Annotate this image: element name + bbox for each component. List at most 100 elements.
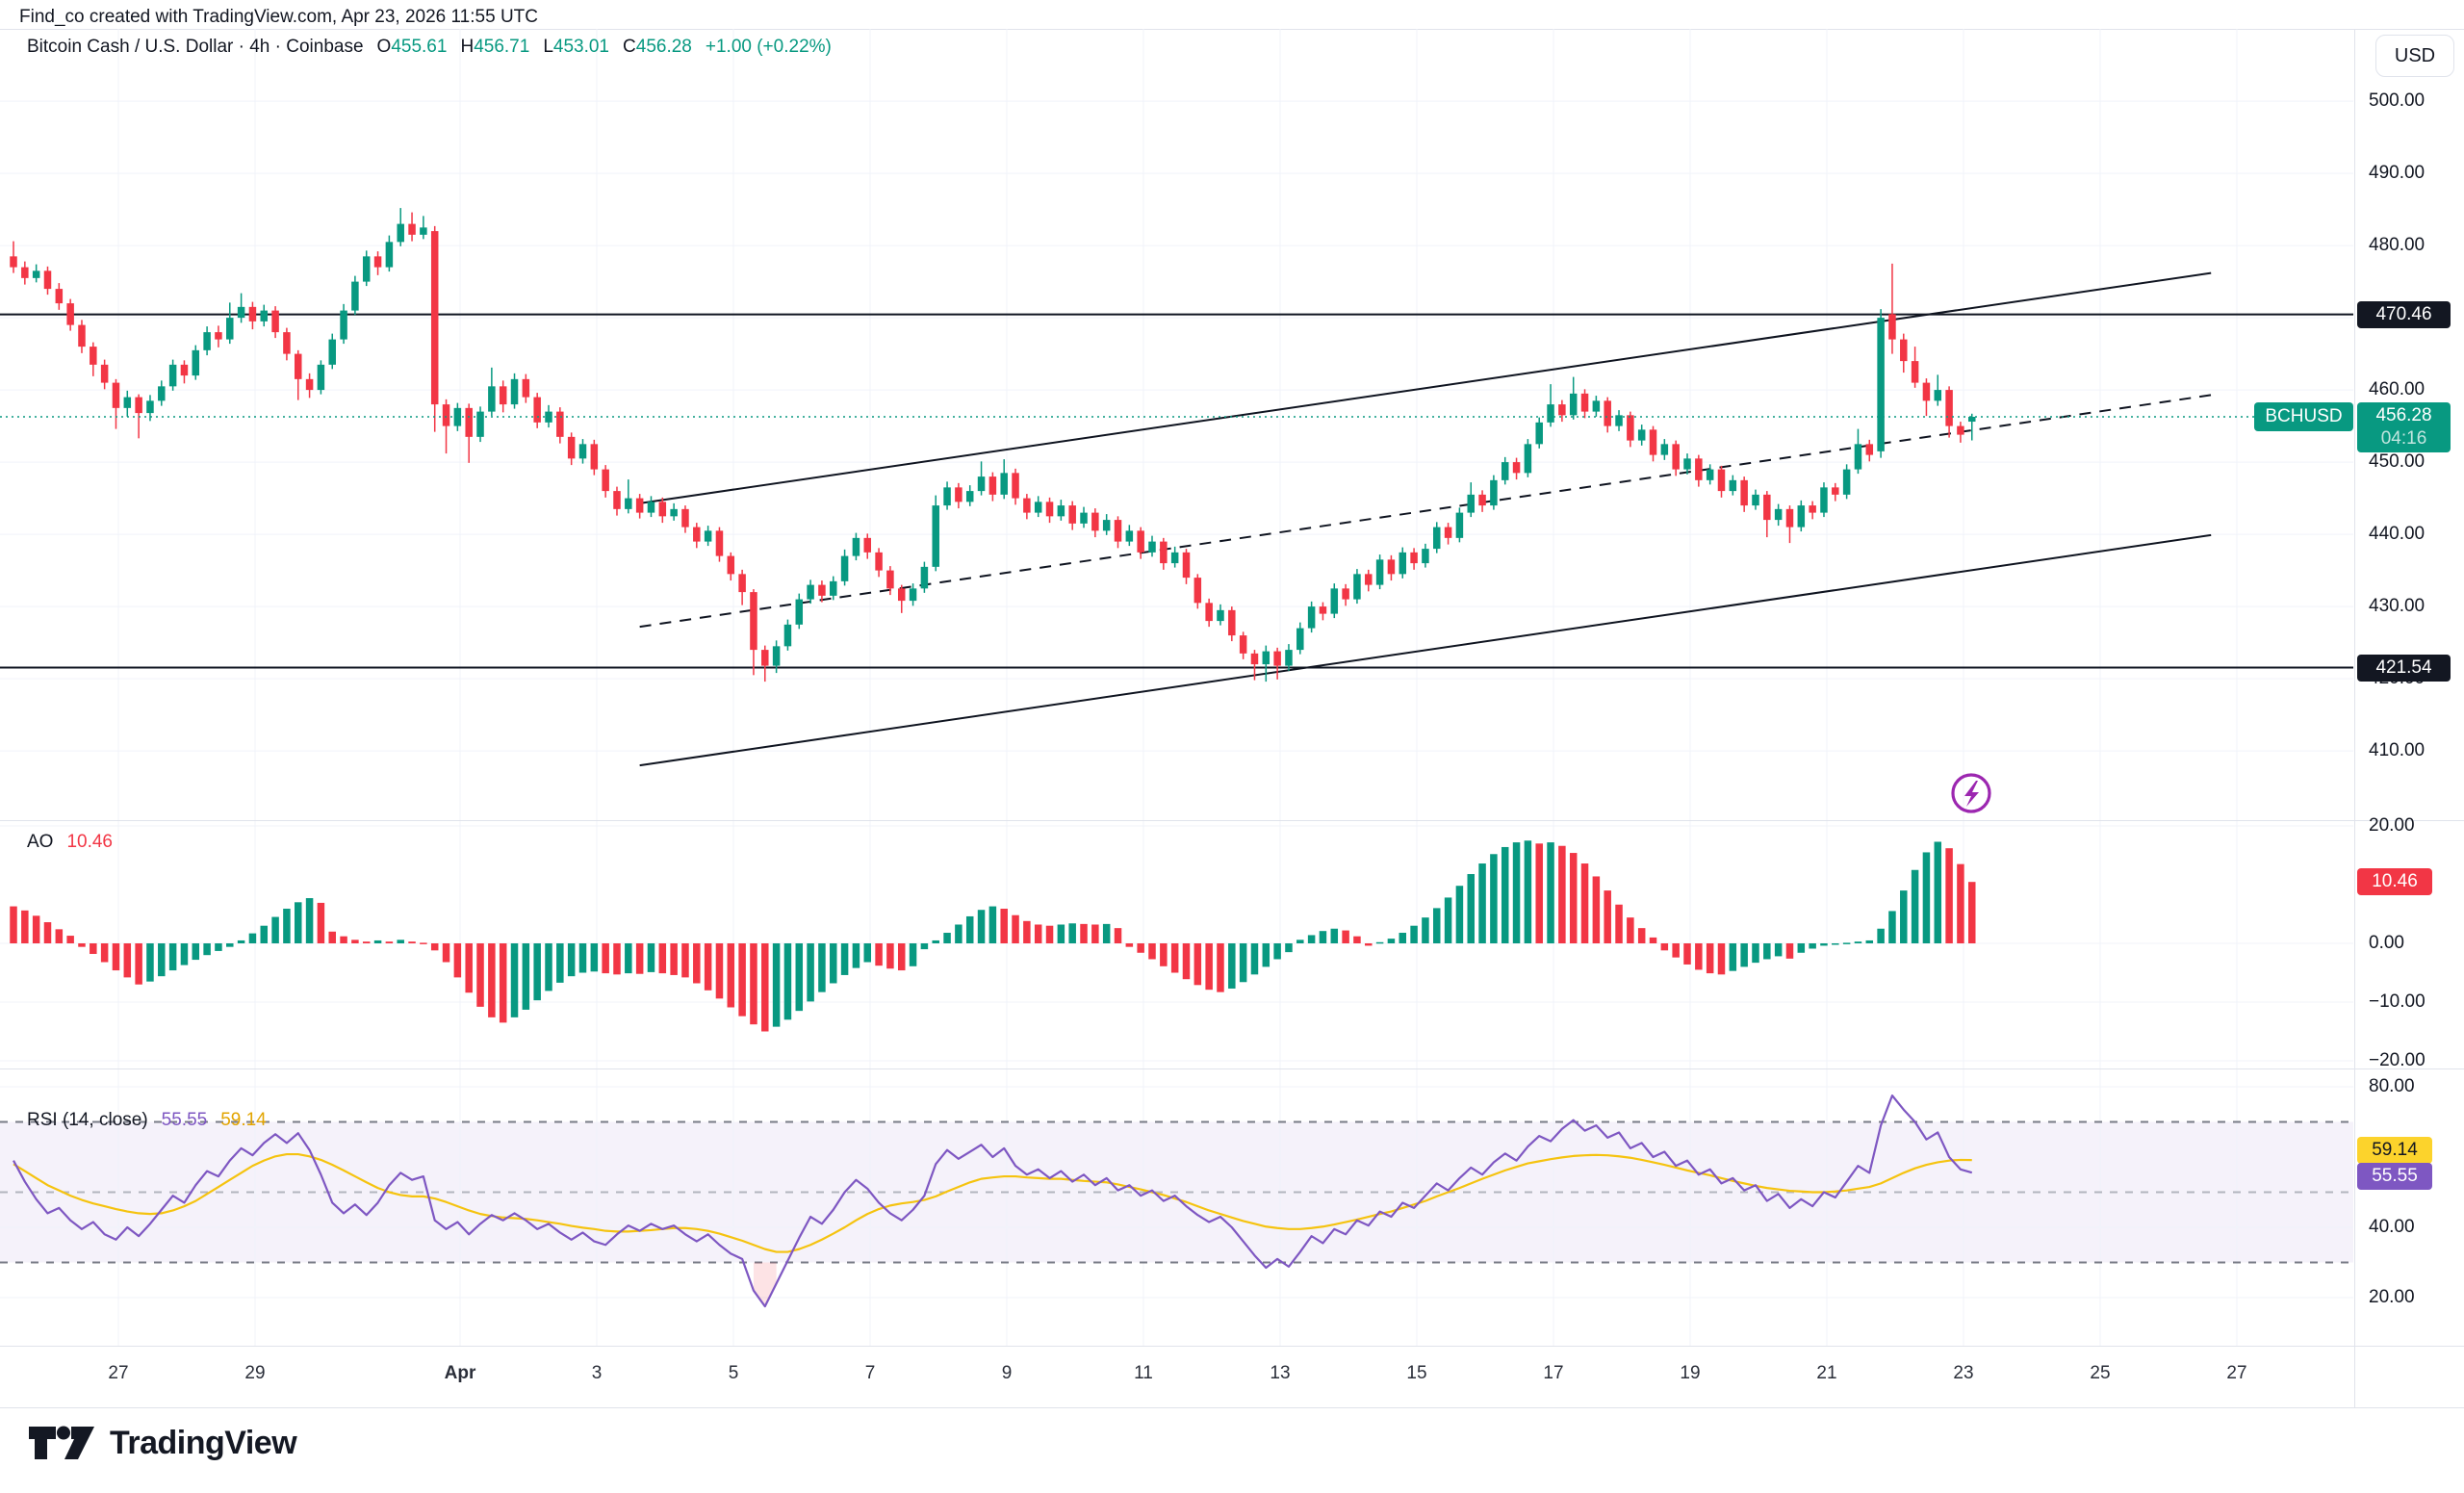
- candle: [613, 486, 621, 516]
- candle: [727, 552, 735, 581]
- candle: [1569, 376, 1578, 420]
- ao-tick-label: −10.00: [2369, 991, 2426, 1012]
- ao-bar: [66, 936, 74, 943]
- lightning-icon[interactable]: [1964, 781, 1979, 807]
- ao-bar: [1490, 854, 1498, 943]
- ao-bar: [1900, 890, 1908, 943]
- ao-bar: [168, 943, 177, 971]
- candle: [590, 439, 599, 476]
- candle: [886, 566, 894, 596]
- candle: [1342, 583, 1349, 606]
- candle: [578, 439, 587, 464]
- ao-indicator-canvas[interactable]: [0, 820, 2353, 1068]
- candle: [465, 403, 473, 463]
- pane-separator-main-ao[interactable]: [0, 820, 2464, 821]
- candle: [1695, 454, 1703, 487]
- candle: [1854, 428, 1862, 475]
- ao-bar: [1832, 943, 1839, 945]
- ao-bar: [1182, 943, 1191, 980]
- ao-bar: [727, 943, 735, 1008]
- candle: [1296, 622, 1304, 655]
- ao-bar: [1627, 917, 1634, 943]
- ao-bar: [1342, 930, 1349, 943]
- ao-bar: [1319, 931, 1327, 943]
- symbol-legend[interactable]: Bitcoin Cash / U.S. Dollar · 4h · Coinba…: [27, 37, 832, 58]
- candle: [1410, 548, 1418, 570]
- ao-bar: [1854, 941, 1862, 943]
- currency-toggle-button[interactable]: USD: [2375, 35, 2454, 77]
- rsi-tick-label: 20.00: [2369, 1287, 2415, 1307]
- time-tick-label: Apr: [444, 1363, 476, 1383]
- ao-bar: [1091, 924, 1099, 943]
- ao-bar: [1422, 917, 1429, 943]
- candle: [1774, 503, 1783, 527]
- candle: [1785, 505, 1794, 544]
- ao-bar: [1558, 845, 1566, 943]
- ao-bar: [271, 916, 279, 943]
- ao-bar: [1785, 943, 1794, 959]
- candle: [1285, 644, 1293, 671]
- ao-bar: [295, 902, 302, 943]
- ao-bar: [1034, 924, 1042, 943]
- ao-bar: [1877, 928, 1885, 943]
- rsi-legend[interactable]: RSI (14, close) 55.55 59.14: [27, 1110, 267, 1131]
- ao-bar: [965, 915, 974, 943]
- ao-bar: [1273, 943, 1281, 960]
- ao-bar: [180, 943, 189, 965]
- channel-trendline[interactable]: [639, 533, 2212, 767]
- ao-bar: [658, 943, 667, 974]
- ao-bar: [1365, 943, 1373, 946]
- pane-separator-ao-rsi[interactable]: [0, 1068, 2464, 1069]
- candle: [226, 302, 234, 345]
- candle: [32, 264, 40, 283]
- ao-bar: [920, 943, 929, 950]
- candle: [738, 569, 746, 605]
- ao-bar: [1512, 842, 1521, 943]
- rsi-badge: 55.55: [2357, 1163, 2432, 1190]
- candle: [522, 373, 530, 403]
- candle: [1524, 439, 1532, 477]
- ao-bar: [1387, 939, 1396, 943]
- candle: [840, 549, 849, 586]
- candle: [1649, 425, 1657, 462]
- candle: [1387, 554, 1396, 581]
- candle: [830, 576, 837, 601]
- rsi-indicator-canvas[interactable]: [0, 1068, 2353, 1346]
- channel-trendline[interactable]: [639, 271, 2212, 504]
- candle: [658, 497, 667, 524]
- candle: [1615, 410, 1623, 431]
- price-tick-label: 450.00: [2369, 451, 2426, 473]
- ao-bar: [1660, 943, 1669, 951]
- ohlc-open: O455.61: [376, 37, 448, 57]
- channel-midline-dashed[interactable]: [639, 394, 2212, 629]
- candle: [1809, 501, 1816, 520]
- candle: [1490, 475, 1498, 510]
- candle: [1706, 464, 1714, 485]
- ao-bar: [135, 943, 142, 985]
- ao-bar: [1467, 874, 1475, 943]
- ao-bar: [1888, 911, 1896, 943]
- tradingview-logo-text: TradingView: [110, 1424, 297, 1461]
- ao-bar: [1569, 853, 1578, 943]
- candle: [1365, 569, 1373, 592]
- ao-bar: [55, 929, 64, 943]
- candle: [295, 349, 302, 400]
- main-chart-canvas[interactable]: [0, 29, 2353, 820]
- time-tick-label: 19: [1680, 1363, 1701, 1383]
- ao-bar: [192, 943, 200, 961]
- candle: [1148, 535, 1156, 557]
- ao-bar: [1353, 936, 1361, 943]
- candle: [373, 251, 382, 275]
- tradingview-footer[interactable]: TradingView: [27, 1421, 297, 1465]
- candle: [670, 502, 678, 521]
- ao-bar: [453, 943, 462, 978]
- time-tick-label: 27: [108, 1363, 129, 1383]
- ao-legend[interactable]: AO 10.46: [27, 832, 113, 853]
- candle: [955, 482, 962, 509]
- lightning-marker-circle[interactable]: [1951, 773, 1991, 813]
- symbol-title: Bitcoin Cash / U.S. Dollar · 4h · Coinba…: [27, 37, 364, 57]
- ao-bar: [158, 943, 166, 977]
- candle: [488, 367, 496, 417]
- candle: [1034, 496, 1042, 518]
- ao-bar: [590, 943, 599, 972]
